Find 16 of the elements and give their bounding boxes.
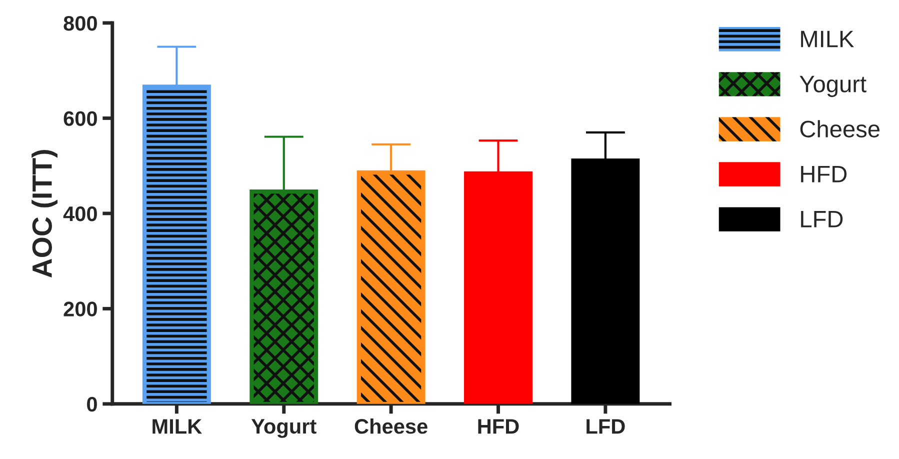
y-tick-label: 0 bbox=[87, 396, 97, 412]
legend-label: MILK bbox=[801, 30, 854, 48]
y-axis-title: AOC (ITT) bbox=[32, 150, 58, 278]
legend-label: Cheese bbox=[800, 120, 880, 138]
legend-label: Yogurt bbox=[800, 76, 866, 98]
y-tick-label: 200 bbox=[64, 302, 97, 316]
y-tick-label: 400 bbox=[63, 206, 97, 222]
y-tick-label: 800 bbox=[64, 16, 97, 31]
x-tick-label: MILK bbox=[152, 419, 202, 434]
x-tick-label: Cheese bbox=[354, 418, 428, 434]
x-tick-label: LFD bbox=[586, 419, 625, 434]
x-tick-label: Yogurt bbox=[251, 419, 316, 438]
legend-label: LFD bbox=[801, 211, 843, 228]
y-tick-label: 600 bbox=[64, 111, 97, 126]
legend-label: HFD bbox=[801, 166, 847, 182]
x-tick-label: HFD bbox=[478, 419, 519, 434]
